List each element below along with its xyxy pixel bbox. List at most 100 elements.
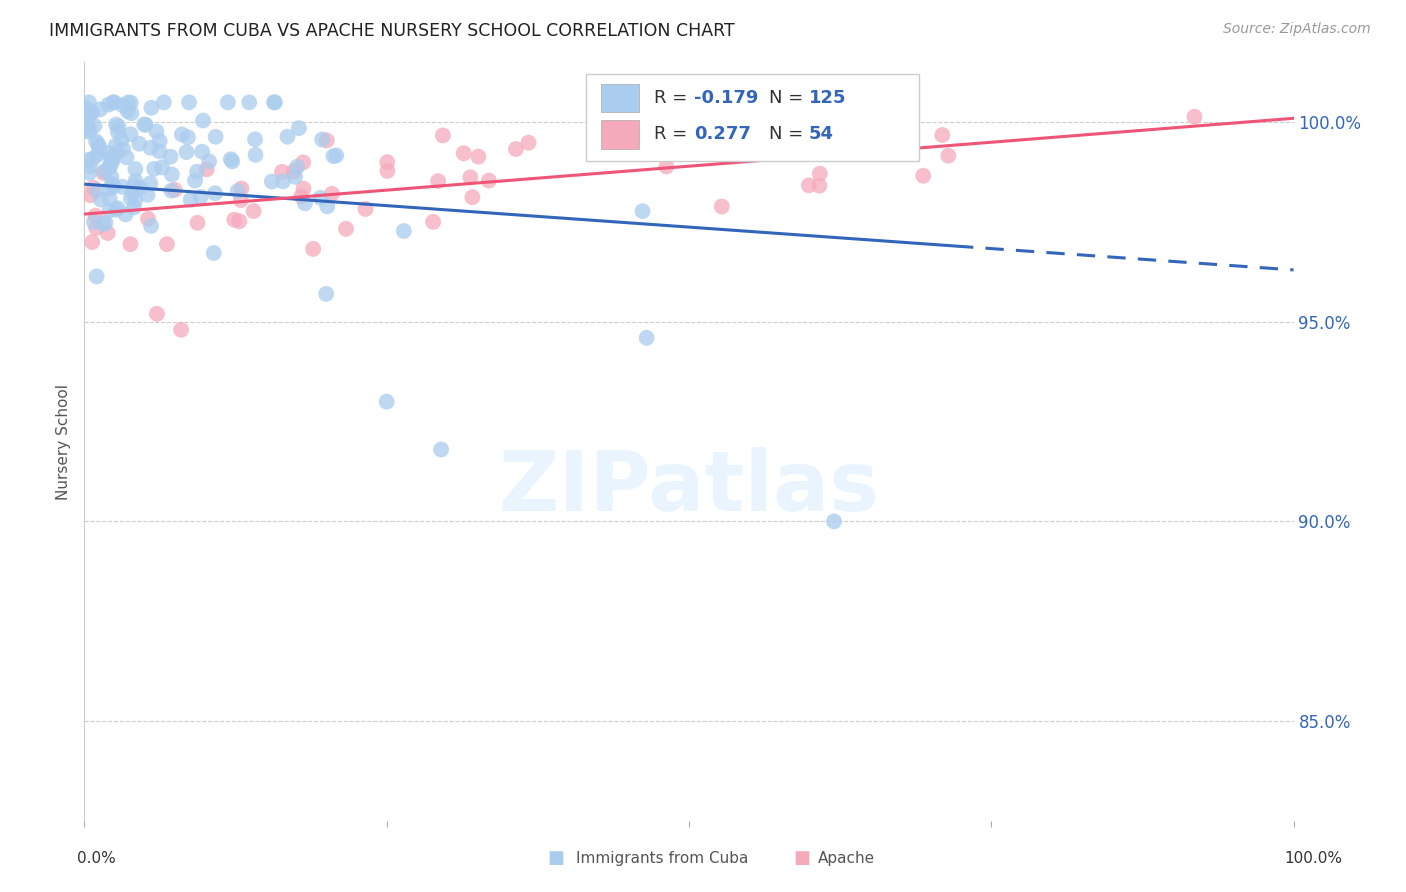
Point <box>284 169 307 184</box>
Point <box>82 152 104 166</box>
Point <box>238 95 260 110</box>
Point <box>422 215 444 229</box>
Point <box>93 217 115 231</box>
Text: 0.0%: 0.0% <box>77 851 117 865</box>
Point <box>135 118 157 132</box>
Point <box>354 202 377 216</box>
Text: ■: ■ <box>547 849 564 867</box>
Point <box>86 147 108 161</box>
Point <box>631 204 654 219</box>
Point <box>100 170 122 185</box>
Point <box>107 201 129 215</box>
Point <box>75 101 97 115</box>
Point <box>221 154 243 169</box>
Point <box>105 118 128 132</box>
Point <box>117 104 139 119</box>
Point <box>75 123 97 137</box>
Text: N =: N = <box>769 126 808 144</box>
Point <box>638 122 661 136</box>
Point <box>271 174 294 188</box>
Point <box>93 164 115 178</box>
Point <box>859 145 882 159</box>
Point <box>461 190 484 204</box>
Point <box>505 142 527 156</box>
Point <box>430 442 453 457</box>
Point <box>149 134 172 148</box>
Point <box>478 173 501 187</box>
FancyBboxPatch shape <box>600 84 640 112</box>
Point <box>117 95 139 110</box>
Point <box>271 165 294 179</box>
Point <box>98 160 121 174</box>
Point <box>124 161 146 176</box>
Point <box>97 226 120 240</box>
Point <box>242 204 264 219</box>
Point <box>153 95 176 110</box>
Point <box>87 137 110 152</box>
Point <box>84 221 107 235</box>
Point <box>120 95 142 110</box>
Point <box>655 160 678 174</box>
Text: N =: N = <box>769 89 808 107</box>
Point <box>229 193 252 207</box>
Text: R =: R = <box>654 126 693 144</box>
Point <box>453 146 475 161</box>
Point <box>136 211 159 226</box>
Point <box>936 148 959 162</box>
Point <box>120 191 142 205</box>
Text: Apache: Apache <box>818 851 876 865</box>
Point <box>224 212 246 227</box>
Point <box>163 183 186 197</box>
Point <box>90 193 112 207</box>
Point <box>112 142 135 156</box>
Point <box>170 128 193 142</box>
Point <box>245 148 267 162</box>
Point <box>105 145 128 160</box>
Point <box>325 148 347 162</box>
Point <box>375 155 398 169</box>
Point <box>148 145 170 159</box>
Point <box>79 166 101 180</box>
Point <box>176 145 198 160</box>
Point <box>288 121 311 136</box>
Point <box>243 132 266 146</box>
Point <box>797 178 820 193</box>
Point <box>134 118 156 132</box>
Point <box>120 237 142 252</box>
Point <box>89 103 111 117</box>
Point <box>103 179 125 194</box>
Point <box>467 150 489 164</box>
Point <box>110 133 132 147</box>
Point <box>808 167 831 181</box>
Point <box>97 97 120 112</box>
Point <box>84 209 107 223</box>
Point <box>191 113 214 128</box>
Point <box>136 187 159 202</box>
Point <box>79 106 101 120</box>
Point <box>111 179 134 194</box>
Point <box>101 177 124 191</box>
Point <box>375 394 398 409</box>
Point <box>104 138 127 153</box>
Point <box>145 124 167 138</box>
Point <box>160 184 183 198</box>
Point <box>124 193 146 207</box>
Text: Immigrants from Cuba: Immigrants from Cuba <box>576 851 749 865</box>
Text: ■: ■ <box>793 849 810 867</box>
Point <box>82 235 104 249</box>
Point <box>912 169 935 183</box>
Point <box>97 146 120 161</box>
Point <box>170 323 193 337</box>
Point <box>86 183 108 197</box>
Point <box>184 174 207 188</box>
Y-axis label: Nursery School: Nursery School <box>56 384 72 500</box>
Point <box>204 129 226 144</box>
Point <box>150 161 173 175</box>
Point <box>124 178 146 193</box>
Point <box>1184 110 1206 124</box>
Point <box>139 141 162 155</box>
Point <box>191 145 214 159</box>
Point <box>276 129 298 144</box>
Point <box>114 207 136 221</box>
Point <box>83 119 105 133</box>
